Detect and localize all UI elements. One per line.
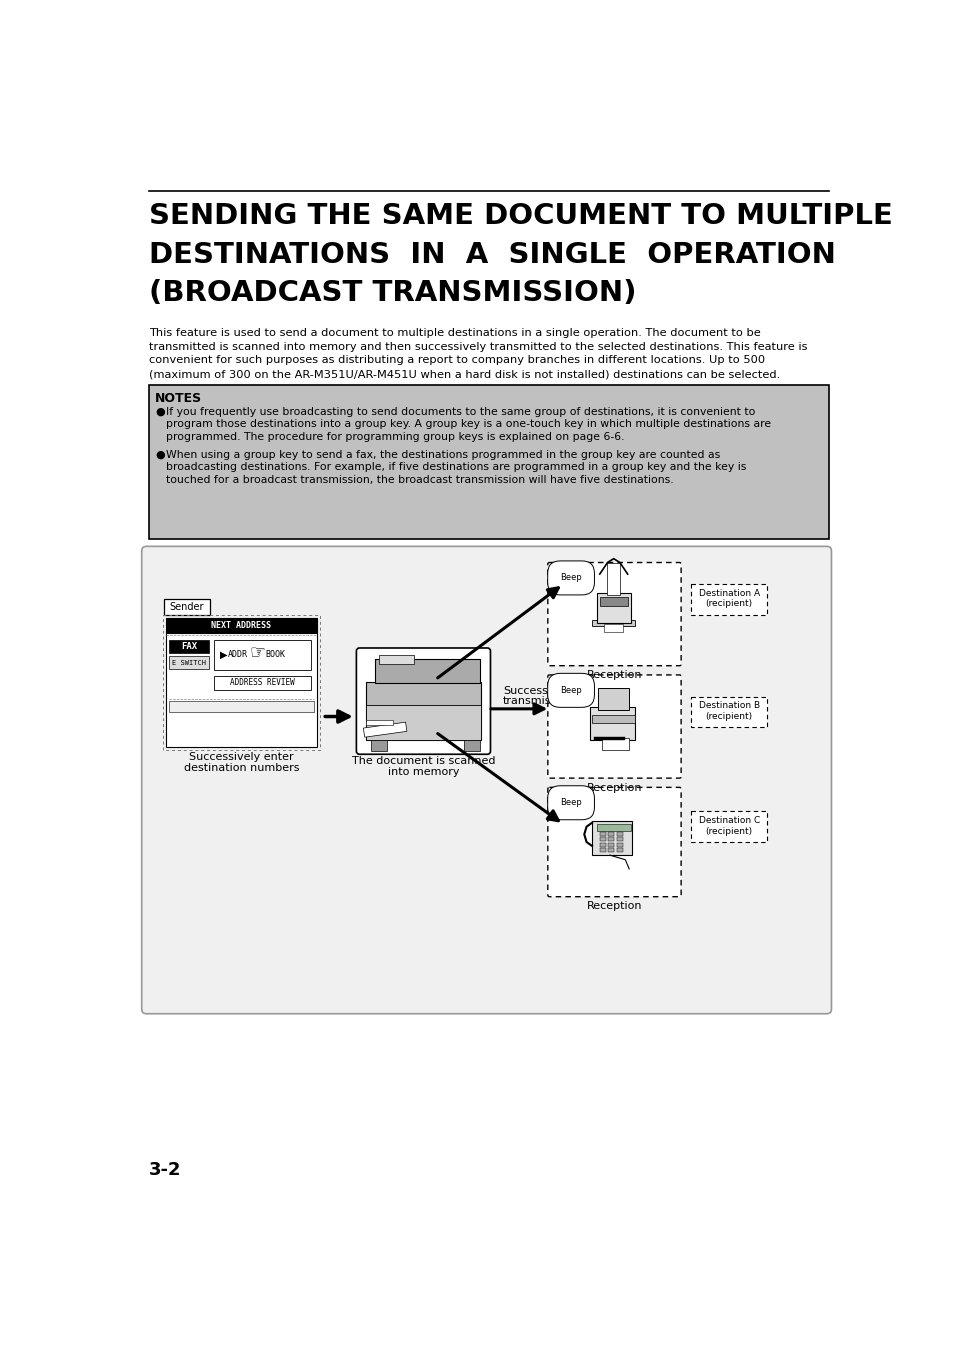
Text: (BROADCAST TRANSMISSION): (BROADCAST TRANSMISSION) (149, 280, 636, 307)
Bar (365, 682, 480, 739)
FancyBboxPatch shape (356, 648, 490, 754)
Text: Successively enter: Successively enter (189, 753, 294, 762)
Text: ADDR: ADDR (228, 650, 248, 659)
Text: transmitted is scanned into memory and then successively transmitted to the sele: transmitted is scanned into memory and t… (149, 342, 806, 351)
Text: ☞: ☞ (249, 643, 265, 662)
Text: programmed. The procedure for programming group keys is explained on page 6-6.: programmed. The procedure for programmin… (166, 431, 623, 442)
FancyBboxPatch shape (691, 811, 766, 842)
Text: Destination A: Destination A (698, 589, 759, 597)
Bar (596, 593, 630, 623)
Text: (recipient): (recipient) (705, 712, 752, 721)
Bar (592, 715, 635, 723)
Text: Beep: Beep (559, 573, 581, 582)
Text: Beep: Beep (559, 686, 581, 694)
Bar (592, 821, 632, 855)
Text: ●: ● (154, 450, 165, 461)
Text: ●: ● (154, 407, 165, 417)
Bar (608, 848, 614, 852)
Text: broadcasting destinations. For example, if five destinations are programmed in a: broadcasting destinations. For example, … (166, 462, 745, 473)
Text: The document is scanned: The document is scanned (352, 755, 495, 766)
Text: Reception: Reception (586, 782, 641, 793)
FancyBboxPatch shape (169, 639, 209, 654)
Bar (608, 832, 614, 836)
Text: touched for a broadcast transmission, the broadcast transmission will have five : touched for a broadcast transmission, th… (166, 474, 673, 485)
Text: Beep: Beep (559, 798, 581, 808)
Text: (maximum of 300 on the AR-M351U/AR-M451U when a hard disk is not installed) dest: (maximum of 300 on the AR-M351U/AR-M451U… (149, 369, 780, 380)
Bar (596, 824, 630, 831)
Bar (617, 848, 622, 852)
Bar (607, 562, 619, 594)
FancyBboxPatch shape (213, 676, 311, 689)
Bar (599, 832, 605, 836)
FancyBboxPatch shape (691, 697, 766, 727)
FancyBboxPatch shape (547, 562, 680, 666)
FancyBboxPatch shape (164, 600, 210, 615)
Bar (617, 832, 622, 836)
Text: Destination C: Destination C (698, 816, 759, 825)
Text: into memory: into memory (387, 766, 458, 777)
Text: When using a group key to send a fax, the destinations programmed in the group k: When using a group key to send a fax, th… (166, 450, 720, 461)
Bar (608, 843, 614, 847)
FancyBboxPatch shape (142, 546, 831, 1013)
FancyBboxPatch shape (169, 701, 314, 712)
Text: NEXT ADDRESS: NEXT ADDRESS (212, 621, 271, 630)
Bar (608, 838, 614, 842)
FancyBboxPatch shape (166, 617, 316, 634)
Bar (378, 655, 414, 665)
Bar (365, 705, 480, 739)
Text: transmission: transmission (502, 697, 574, 707)
Text: Reception: Reception (586, 901, 641, 912)
Bar (592, 620, 635, 627)
Text: Successive: Successive (502, 686, 564, 696)
Text: Reception: Reception (586, 670, 641, 681)
Text: If you frequently use broadcasting to send documents to the same group of destin: If you frequently use broadcasting to se… (166, 407, 755, 417)
FancyBboxPatch shape (169, 657, 209, 669)
Text: SENDING THE SAME DOCUMENT TO MULTIPLE: SENDING THE SAME DOCUMENT TO MULTIPLE (149, 203, 892, 230)
Bar (363, 723, 406, 738)
Bar (599, 597, 627, 607)
Bar (604, 624, 622, 632)
Bar (599, 848, 605, 852)
Bar (371, 740, 386, 751)
Text: This feature is used to send a document to multiple destinations in a single ope: This feature is used to send a document … (149, 328, 760, 338)
Text: (recipient): (recipient) (705, 827, 752, 836)
Text: ADDRESS REVIEW: ADDRESS REVIEW (230, 678, 294, 688)
FancyBboxPatch shape (547, 676, 680, 778)
Bar (599, 843, 605, 847)
Text: program those destinations into a group key. A group key is a one-touch key in w: program those destinations into a group … (166, 419, 770, 430)
FancyBboxPatch shape (213, 639, 311, 670)
Bar (617, 843, 622, 847)
Text: Destination B: Destination B (698, 701, 759, 711)
Text: ▶: ▶ (220, 650, 227, 659)
Bar (601, 738, 629, 750)
Text: DESTINATIONS  IN  A  SINGLE  OPERATION: DESTINATIONS IN A SINGLE OPERATION (149, 240, 835, 269)
Text: FAX: FAX (181, 642, 197, 651)
Text: BOOK: BOOK (266, 650, 286, 659)
FancyBboxPatch shape (166, 634, 316, 747)
Text: Sender: Sender (170, 603, 204, 612)
FancyBboxPatch shape (547, 788, 680, 897)
Bar (375, 659, 479, 684)
FancyBboxPatch shape (691, 584, 766, 615)
Bar (598, 688, 629, 709)
Text: convenient for such purposes as distributing a report to company branches in dif: convenient for such purposes as distribu… (149, 355, 764, 365)
Bar (594, 736, 624, 740)
Text: NOTES: NOTES (154, 392, 202, 404)
Bar (599, 838, 605, 842)
Text: E SWITCH: E SWITCH (172, 659, 206, 666)
Text: destination numbers: destination numbers (183, 763, 298, 773)
Bar (617, 838, 622, 842)
Text: (recipient): (recipient) (705, 600, 752, 608)
Bar (365, 720, 393, 725)
Bar (590, 708, 635, 739)
Text: 3-2: 3-2 (149, 1161, 181, 1178)
Bar (464, 740, 479, 751)
FancyBboxPatch shape (149, 385, 828, 539)
